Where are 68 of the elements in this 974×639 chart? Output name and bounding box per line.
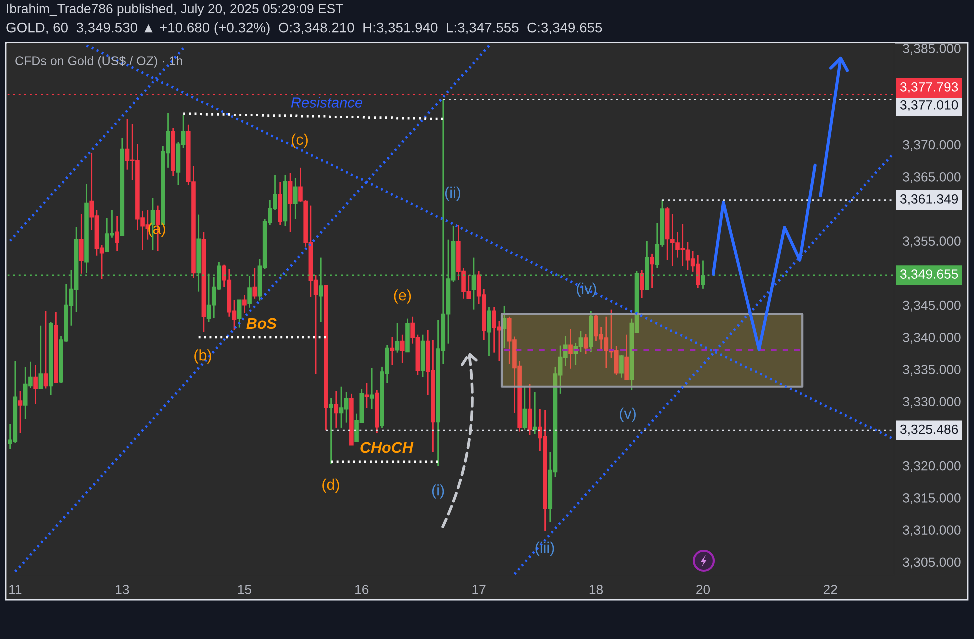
candlestick	[288, 172, 293, 233]
candlestick	[237, 299, 242, 328]
candlestick	[624, 334, 629, 381]
x-tick-label: 11	[10, 585, 22, 594]
y-tick-label: 3,345.000	[903, 300, 961, 312]
data-label: 3,361.349	[900, 194, 958, 206]
candlestick	[115, 215, 120, 252]
annotation: CHoCH	[360, 442, 414, 454]
y-tick-label: 3,320.000	[903, 461, 961, 472]
candlestick	[487, 306, 492, 357]
x-tick-label: 20	[696, 585, 710, 594]
x-tick-label: 17	[472, 585, 486, 594]
y-tick-label: 3,310.000	[903, 526, 961, 537]
text: Ibrahim_Trade786 published, July 20, 2025 05:29:09 EST	[7, 4, 344, 16]
candlestick	[18, 390, 23, 434]
candlestick	[80, 213, 84, 275]
x-tick-label: 22	[824, 585, 838, 594]
line-series	[712, 164, 817, 352]
candlestick	[584, 334, 588, 355]
y-tick-label: 3,355.000	[903, 236, 961, 248]
candlestick	[34, 364, 38, 405]
candlestick	[502, 305, 507, 350]
x-tick-label: 15	[238, 585, 252, 594]
annotation: (b)	[194, 350, 212, 364]
candlestick	[640, 269, 644, 299]
y-tick-label: 3,330.000	[903, 397, 961, 408]
data-label: 3,377.010	[900, 100, 958, 112]
y-tick-label: 3,315.000	[903, 494, 961, 504]
chart-subtitle: GOLD, 60 3,349.530 ▲ +10.680 (+0.32%) O:3,348.210 H:3,351.940 L:3,347.555 C:3,349.655	[6, 22, 602, 36]
candlestick	[568, 328, 573, 370]
candlestick	[532, 391, 538, 436]
annotation: (d)	[322, 478, 340, 494]
candlestick	[252, 267, 258, 300]
x-tick-label: 13	[116, 585, 130, 594]
candlestick	[329, 398, 334, 465]
ref-line-label: 3,349.655	[900, 270, 958, 281]
x-tick-label: 16	[356, 585, 369, 594]
candlestick	[390, 336, 395, 366]
candlestick	[522, 386, 528, 431]
candlestick	[38, 325, 44, 390]
candlestick	[528, 384, 532, 436]
candlestick	[44, 310, 48, 390]
y-tick-label: 3,335.000	[903, 365, 961, 376]
y-tick-label: 3,385.000	[903, 44, 961, 55]
y-tick-label: 3,340.000	[903, 333, 961, 344]
candlestick	[242, 294, 247, 314]
ref-line-label: 3,377.793	[900, 82, 958, 94]
annotation: BoS	[246, 318, 277, 330]
data-label: 3,325.486	[900, 424, 958, 436]
candlestick	[370, 368, 374, 410]
x-tick-label: 18	[590, 585, 604, 594]
y-tick-label: 3,365.000	[903, 172, 961, 184]
candlestick	[400, 334, 405, 364]
annotation: (c)	[292, 134, 308, 148]
annotation: (ii)	[445, 186, 461, 202]
annotation: Resistance	[291, 97, 363, 108]
y-tick-label: 3,305.000	[903, 558, 961, 569]
annotation: (iii)	[536, 542, 554, 556]
annotation: (i)	[432, 484, 444, 499]
candlestick	[248, 276, 252, 309]
annotation: (v)	[620, 408, 636, 422]
y-tick-label: 3,370.000	[903, 140, 961, 152]
candlestick	[650, 253, 654, 289]
candlestick	[620, 354, 624, 379]
annotation: (e)	[394, 290, 412, 304]
candlestick	[293, 178, 298, 220]
candlestick	[395, 322, 400, 354]
candlestick	[334, 390, 339, 429]
